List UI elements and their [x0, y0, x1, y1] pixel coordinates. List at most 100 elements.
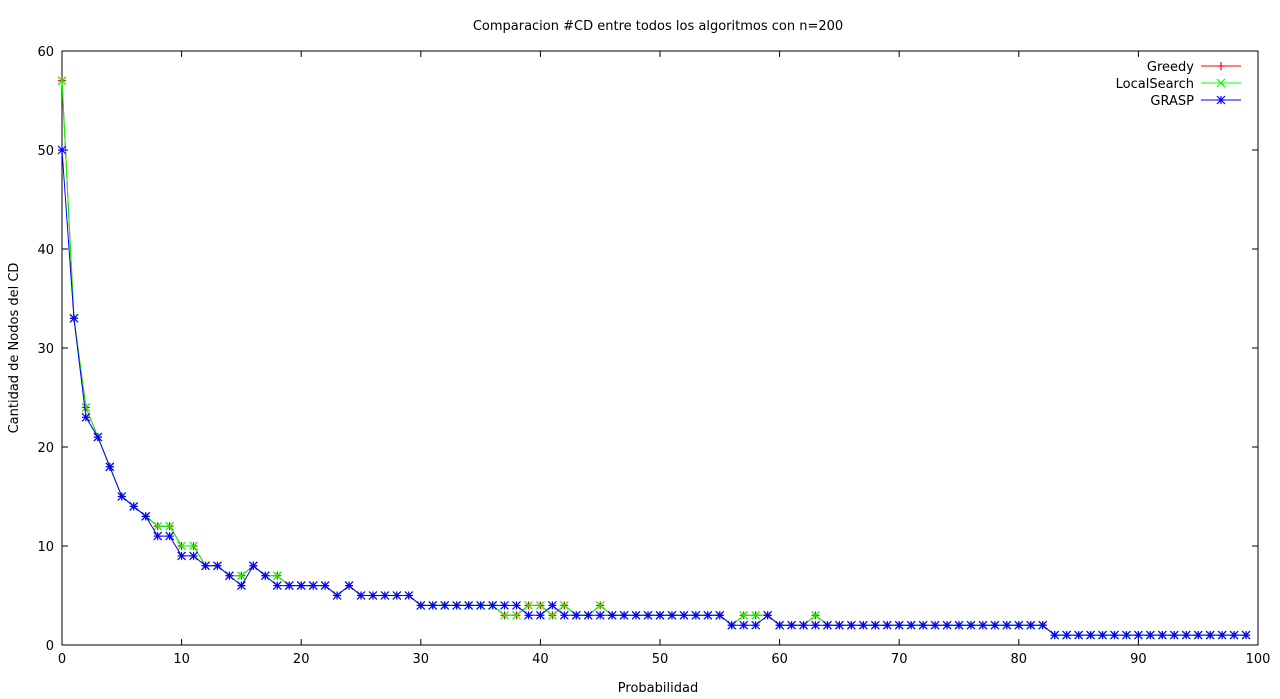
x-tick-label: 100	[1246, 652, 1271, 667]
x-tick-label: 0	[58, 652, 66, 667]
series-line-localsearch	[61, 80, 1247, 636]
data-point-grasp	[703, 610, 713, 620]
data-point-grasp	[751, 620, 761, 630]
data-point-grasp	[1038, 620, 1048, 630]
data-point-localsearch	[165, 521, 175, 531]
legend-marker	[1217, 62, 1225, 70]
data-point-grasp	[332, 591, 342, 600]
data-point-localsearch	[57, 76, 67, 86]
data-point-grasp	[452, 600, 462, 610]
data-point-grasp	[775, 620, 785, 630]
data-point-grasp	[834, 620, 844, 630]
data-point-grasp	[595, 610, 605, 620]
data-point-localsearch	[272, 571, 282, 581]
data-point-localsearch	[81, 402, 91, 412]
data-point-grasp	[1122, 630, 1131, 640]
x-tick-label: 80	[1011, 652, 1028, 667]
data-point-grasp	[320, 581, 330, 591]
data-point-grasp	[811, 620, 820, 630]
data-point-grasp	[524, 610, 533, 620]
x-tick-label: 20	[293, 652, 310, 667]
data-point-grasp	[1086, 630, 1095, 640]
data-point-grasp	[547, 600, 557, 610]
data-point-grasp	[882, 620, 892, 630]
x-axis-label: Probabilidad	[618, 681, 698, 696]
data-point-grasp	[1205, 630, 1215, 640]
data-point-grasp	[308, 581, 318, 591]
data-point-grasp	[296, 581, 306, 591]
data-point-localsearch	[535, 600, 545, 610]
data-point-grasp	[392, 591, 402, 600]
data-point-localsearch	[559, 600, 569, 610]
y-tick-label: 50	[37, 144, 54, 159]
data-point-localsearch	[547, 610, 557, 620]
series-grasp	[57, 145, 1251, 640]
data-point-grasp	[1169, 630, 1179, 640]
data-point-localsearch	[811, 610, 820, 620]
data-point-grasp	[906, 620, 916, 630]
data-point-localsearch	[739, 610, 749, 620]
data-point-grasp	[57, 145, 67, 155]
data-point-grasp	[1157, 630, 1167, 640]
y-tick-label: 0	[46, 639, 54, 654]
data-point-grasp	[559, 610, 569, 620]
data-point-grasp	[942, 620, 952, 630]
data-point-grasp	[739, 620, 749, 630]
data-point-grasp	[344, 581, 354, 591]
data-point-grasp	[476, 600, 486, 610]
data-point-grasp	[213, 561, 222, 571]
legend-marker	[1216, 78, 1226, 88]
data-point-grasp	[1026, 620, 1036, 630]
data-point-grasp	[1074, 630, 1084, 640]
legend-item-localsearch: LocalSearch	[1116, 77, 1241, 92]
legend-marker	[1216, 95, 1226, 105]
data-point-grasp	[1193, 630, 1203, 640]
data-point-grasp	[1062, 630, 1072, 640]
data-point-grasp	[966, 620, 976, 630]
x-tick-label: 40	[532, 652, 549, 667]
data-point-grasp	[763, 610, 773, 620]
data-point-grasp	[141, 511, 151, 521]
y-tick-label: 10	[37, 540, 54, 555]
y-tick-label: 60	[37, 45, 54, 60]
legend-item-greedy: Greedy	[1147, 60, 1241, 75]
data-point-grasp	[440, 600, 450, 610]
data-point-grasp	[619, 610, 629, 620]
data-point-grasp	[691, 610, 701, 620]
series-line-grasp	[61, 149, 1247, 636]
data-point-grasp	[1133, 630, 1143, 640]
data-point-grasp	[225, 571, 234, 581]
y-tick-label: 40	[37, 243, 54, 258]
data-point-localsearch	[236, 571, 246, 581]
data-point-grasp	[93, 432, 103, 442]
data-point-grasp	[990, 620, 1000, 630]
legend-label: Greedy	[1147, 60, 1194, 75]
data-point-grasp	[129, 501, 139, 511]
plot-frame	[61, 50, 1259, 646]
data-point-grasp	[177, 551, 187, 561]
data-point-grasp	[488, 600, 497, 610]
data-point-grasp	[272, 581, 282, 591]
data-point-grasp	[81, 412, 91, 422]
data-point-localsearch	[751, 610, 761, 620]
data-point-localsearch	[595, 600, 605, 610]
legend-label: LocalSearch	[1116, 77, 1194, 92]
data-point-grasp	[787, 620, 796, 630]
data-point-grasp	[607, 610, 617, 620]
data-point-grasp	[165, 531, 175, 541]
y-axis-label: Cantidad de Nodos del CD	[7, 263, 22, 434]
data-point-grasp	[189, 551, 198, 561]
data-point-grasp	[201, 561, 210, 571]
chart-title: Comparacion #CD entre todos los algoritm…	[473, 19, 843, 34]
data-point-grasp	[260, 571, 270, 581]
data-point-localsearch	[524, 600, 533, 610]
data-point-localsearch	[153, 521, 163, 531]
y-axis: 0 10 20 30 40 50 60	[37, 45, 1258, 654]
data-point-localsearch	[177, 541, 187, 551]
data-point-localsearch	[500, 610, 509, 620]
series-layer	[57, 76, 1251, 640]
data-point-grasp	[1110, 630, 1119, 640]
data-point-grasp	[727, 620, 737, 630]
data-point-grasp	[679, 610, 689, 620]
